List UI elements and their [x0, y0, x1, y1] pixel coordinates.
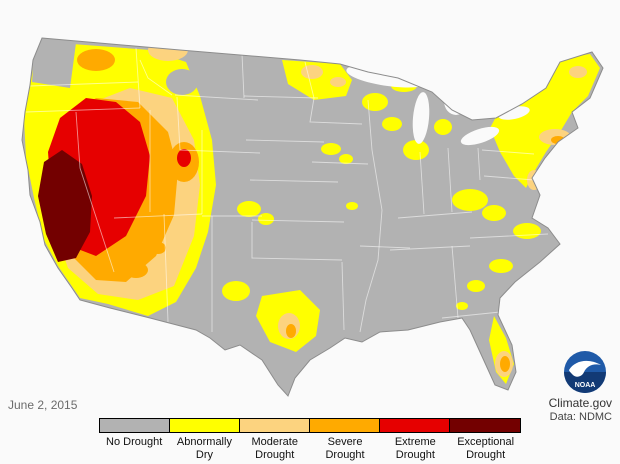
- drought-region-d2-south-texas: [286, 324, 296, 338]
- drought-region-d3-utah: [177, 149, 191, 167]
- legend-swatch-abnormally-dry: [170, 419, 240, 432]
- drought-region-d2-arizona: [124, 262, 148, 278]
- legend-swatch-severe-drought: [310, 419, 380, 432]
- drought-region-d0-wisconsin-2: [382, 117, 402, 131]
- no-drought-region-west-washington: [32, 40, 76, 88]
- noaa-logo[interactable]: NOAA: [563, 350, 607, 394]
- drought-region-d1-minnesota-2: [330, 77, 346, 87]
- legend-swatch-exceptional-drought: [450, 419, 520, 432]
- drought-region-d0-chicago: [403, 140, 429, 160]
- legend-label-moderate-drought: Moderate Drought: [251, 436, 298, 461]
- drought-region-d0-colorado-kansas: [237, 201, 261, 217]
- legend-label-no-drought: No Drought: [106, 436, 163, 448]
- lake-michigan: [412, 92, 430, 144]
- drought-region-d2-south-florida: [500, 356, 510, 372]
- noaa-logo-text: NOAA: [575, 382, 596, 389]
- drought-region-d0-northeast: [490, 54, 600, 188]
- drought-region-d0-georgia-2: [456, 302, 468, 310]
- noaa-logo-sea: [564, 372, 606, 393]
- drought-regions: [24, 39, 600, 384]
- legend-label-abnormally-dry: Abnormally Dry: [176, 436, 232, 461]
- drought-region-d0-west-texas: [222, 281, 250, 301]
- us-drought-map: [21, 37, 604, 397]
- drought-region-d4-central-california: [38, 150, 92, 262]
- us-national-outline: [21, 37, 604, 397]
- date-label: June 2, 2015: [8, 398, 78, 412]
- lake-erie: [460, 126, 500, 146]
- legend-label-exceptional-drought: Exceptional Drought: [457, 436, 515, 461]
- drought-region-d2-washington: [77, 49, 115, 71]
- drought-region-d0-iowa: [321, 143, 341, 155]
- drought-region-d0-kentucky-wv: [452, 189, 488, 211]
- legend-label-extreme-drought: Extreme Drought: [394, 436, 436, 461]
- legend-swatch-no-drought: [100, 419, 170, 432]
- drought-region-d2-connecticut: [551, 136, 565, 144]
- drought-region-d1-minnesota: [301, 65, 323, 79]
- noaa-gull-icon: [569, 360, 601, 377]
- drought-region-d0-virginia: [482, 205, 506, 221]
- no-drought-region-montana: [166, 69, 198, 95]
- drought-region-d0-south-carolina: [489, 259, 513, 273]
- drought-region-d0-georgia: [467, 280, 485, 292]
- climate-gov-link[interactable]: Climate.gov: [548, 396, 612, 410]
- us-map-svg: [21, 37, 604, 397]
- attribution: Climate.gov Data: NDMC: [549, 396, 612, 423]
- drought-region-d0-wisconsin: [362, 93, 388, 111]
- drought-region-d0-michigan: [434, 119, 452, 135]
- drought-region-d0-carolina-coast: [513, 223, 541, 239]
- legend-color-strip: [99, 418, 521, 433]
- drought-region-d2-arizona-2: [150, 242, 166, 254]
- drought-region-d0-minnesota: [282, 60, 352, 100]
- drought-region-d0-kansas: [258, 213, 274, 225]
- legend-swatch-moderate-drought: [240, 419, 310, 432]
- drought-legend: No Drought Abnormally Dry Moderate Droug…: [99, 418, 521, 461]
- lake-ontario: [498, 106, 530, 120]
- legend-labels: No Drought Abnormally Dry Moderate Droug…: [99, 433, 521, 461]
- data-source-label: Data: NDMC: [549, 411, 612, 423]
- drought-region-d0-missouri: [346, 202, 358, 210]
- drought-region-d1-maine: [569, 66, 587, 78]
- legend-label-severe-drought: Severe Drought: [325, 436, 365, 461]
- drought-region-d0-iowa-2: [339, 154, 353, 164]
- legend-swatch-extreme-drought: [380, 419, 450, 432]
- state-borders: [25, 47, 549, 333]
- lake-huron: [444, 87, 468, 115]
